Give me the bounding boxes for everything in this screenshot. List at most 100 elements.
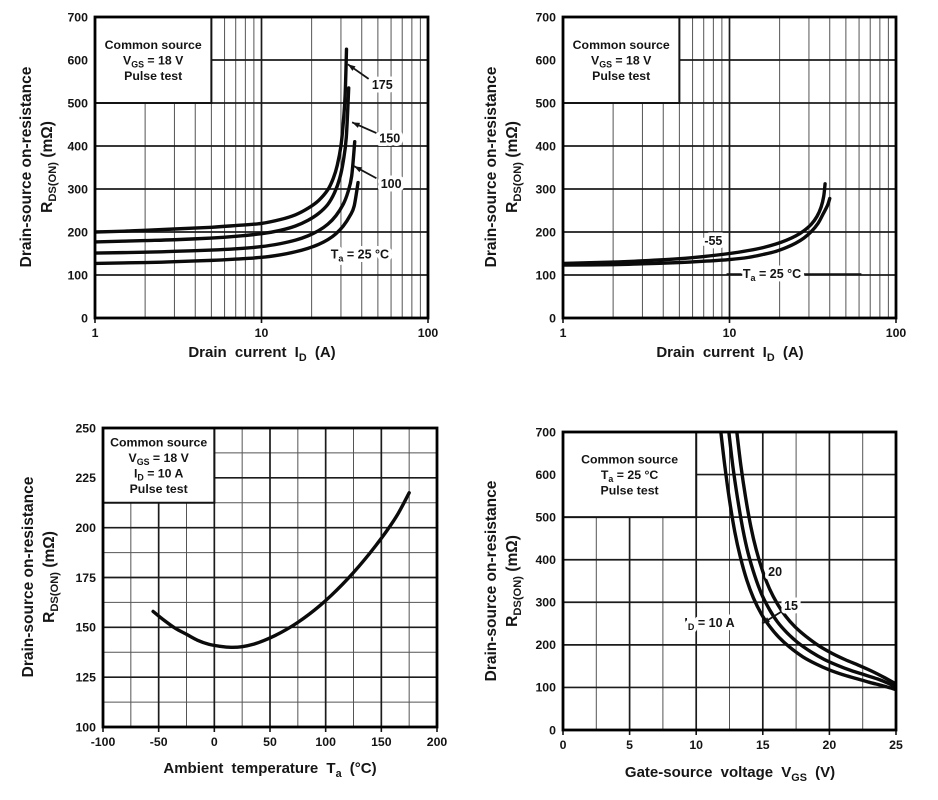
y-tick-label: 400 xyxy=(535,553,556,567)
y-tick-label: 600 xyxy=(535,468,556,482)
conditions-line: Pulse test xyxy=(601,483,659,497)
x-tick-label: 1 xyxy=(92,326,99,340)
annotation: -55 xyxy=(701,230,726,251)
curve-ta-175 xyxy=(94,47,349,234)
y-axis-title-line1: Drain-source on-resistance xyxy=(18,66,35,268)
axis-ticks: 1 10 100 0 100 200 300 400 500 600 700 xyxy=(67,10,438,340)
y-tick-label: 0 xyxy=(549,723,556,737)
y-axis-title: Drain-source on-resistance RDS(ON) (mΩ) xyxy=(18,412,62,742)
y-axis-title-line1: Drain-source on-resistance xyxy=(483,480,500,682)
curve-label: 150 xyxy=(379,132,400,146)
conditions-line: Pulse test xyxy=(592,69,650,83)
curve-label: 15 xyxy=(784,599,798,613)
y-tick-label: 700 xyxy=(535,425,556,439)
axis-ticks: -100 -50 0 50 100 150 200 100 125 150 175 200 225 250 xyxy=(75,421,447,749)
curve-id-20a xyxy=(735,431,897,686)
y-tick-label: 100 xyxy=(535,681,556,695)
conditions-line: Pulse test xyxy=(130,482,188,496)
curves xyxy=(719,431,897,692)
y-axis-title: Drain-source on-resistance RDS(ON) (mΩ) xyxy=(481,2,525,332)
gridlines xyxy=(562,16,897,319)
x-tick-label: 10 xyxy=(255,326,269,340)
curve-ta-minus55 xyxy=(562,182,827,266)
curve-ta-150 xyxy=(94,86,351,244)
conditions-line: VGS = 18 V xyxy=(123,53,184,69)
curve-label: ID = 10 A xyxy=(684,616,734,632)
annotation: 20 xyxy=(765,561,786,582)
y-tick-label: 200 xyxy=(67,225,88,239)
y-axis-title-line2: RDS(ON) (mΩ) xyxy=(504,121,525,213)
chart-canvas-rdson-vs-temperature: -100 -50 0 50 100 150 200 100 125 150 175 200 225 250… xyxy=(75,421,447,749)
curves xyxy=(94,47,360,266)
y-axis-title-line1: Drain-source on-resistance xyxy=(483,66,500,268)
curve-id-15a xyxy=(727,431,897,689)
y-axis-title-line2: RDS(ON) (mΩ) xyxy=(41,531,62,623)
x-tick-label: 10 xyxy=(723,326,737,340)
y-tick-label: 150 xyxy=(75,621,96,635)
annotation-arrowhead xyxy=(352,122,361,128)
y-tick-label: 700 xyxy=(67,10,88,24)
conditions-line: VGS = 18 V xyxy=(129,451,190,467)
x-axis-title: Ambient temperature Ta (°C) xyxy=(163,760,377,780)
chart-rdson-vs-drain-current-low-temp: 1 10 100 0 100 200 300 400 500 600 700 Common sourc… xyxy=(468,0,938,400)
x-tick-label: -100 xyxy=(91,735,116,749)
y-tick-label: 500 xyxy=(67,96,88,110)
x-axis-title: Drain current ID (A) xyxy=(188,344,336,364)
curve-label: 20 xyxy=(768,565,782,579)
x-tick-label: 100 xyxy=(886,326,907,340)
annotation: Ta = 25 °C xyxy=(327,244,392,267)
x-tick-label: 100 xyxy=(418,326,439,340)
plot-frame xyxy=(93,15,430,320)
x-tick-label: 0 xyxy=(560,738,567,752)
chart-canvas-rdson-vs-id-low-temp: 1 10 100 0 100 200 300 400 500 600 700 Common sourc… xyxy=(535,10,906,340)
x-tick-label: 150 xyxy=(371,735,392,749)
plot-frame xyxy=(101,426,439,729)
axis-ticks: 1 10 100 0 100 200 300 400 500 600 700 xyxy=(535,10,906,340)
annotation: ID = 10 A xyxy=(681,613,738,636)
annotation: 175 xyxy=(347,63,396,96)
chart-rdson-vs-gate-source-voltage: 0 5 10 15 20 25 0 100 200 300 400 500 600 700 Common s… xyxy=(468,400,938,800)
annotation-arrowhead xyxy=(762,617,770,624)
chart-canvas-rdson-vs-vgs: 0 5 10 15 20 25 0 100 200 300 400 500 600 700 Common s… xyxy=(535,425,903,752)
annotation-arrowhead xyxy=(354,166,363,173)
conditions-line: Common source xyxy=(573,38,670,52)
y-tick-label: 500 xyxy=(535,96,556,110)
conditions-line: ID = 10 A xyxy=(134,467,183,483)
conditions-line: VGS = 18 V xyxy=(591,53,652,69)
conditions-line: Ta = 25 °C xyxy=(601,468,658,484)
chart-canvas-rdson-vs-id-high-temp: 1 10 100 0 100 200 300 400 500 600 700 Common sourc… xyxy=(67,10,438,340)
x-tick-label: 15 xyxy=(756,738,770,752)
y-axis-title-line2: RDS(ON) (mΩ) xyxy=(504,535,525,627)
y-tick-label: 225 xyxy=(75,471,96,485)
x-tick-label: 0 xyxy=(211,735,218,749)
y-tick-label: 600 xyxy=(67,53,88,67)
gridlines xyxy=(94,16,429,319)
x-tick-label: 50 xyxy=(263,735,277,749)
curves xyxy=(151,491,411,649)
x-axis-title: Drain current ID (A) xyxy=(656,344,804,364)
y-tick-label: 600 xyxy=(535,53,556,67)
conditions-line: Common source xyxy=(110,436,207,450)
annotation: 15 xyxy=(761,595,802,625)
x-tick-label: 1 xyxy=(560,326,567,340)
y-tick-label: 700 xyxy=(535,10,556,24)
annotation: Ta = 25 °C xyxy=(726,264,862,287)
chart-rdson-vs-drain-current-high-temp: 1 10 100 0 100 200 300 400 500 600 700 Common sourc… xyxy=(0,0,470,400)
y-axis-title: Drain-source on-resistance RDS(ON) (mΩ) xyxy=(481,416,525,746)
y-tick-label: 200 xyxy=(535,225,556,239)
y-tick-label: 250 xyxy=(75,421,96,435)
x-tick-label: 100 xyxy=(315,735,336,749)
y-tick-label: 400 xyxy=(67,139,88,153)
y-tick-label: 200 xyxy=(75,521,96,535)
conditions-line: Common source xyxy=(105,38,202,52)
y-tick-label: 100 xyxy=(535,268,556,282)
chart-rdson-vs-ambient-temperature: -100 -50 0 50 100 150 200 100 125 150 175 200 225 250… xyxy=(0,400,470,800)
axis-ticks: 0 5 10 15 20 25 0 100 200 300 400 500 600 700 xyxy=(535,425,903,752)
curves xyxy=(562,182,832,267)
conditions-box-frame xyxy=(562,431,698,519)
x-tick-label: -50 xyxy=(150,735,168,749)
